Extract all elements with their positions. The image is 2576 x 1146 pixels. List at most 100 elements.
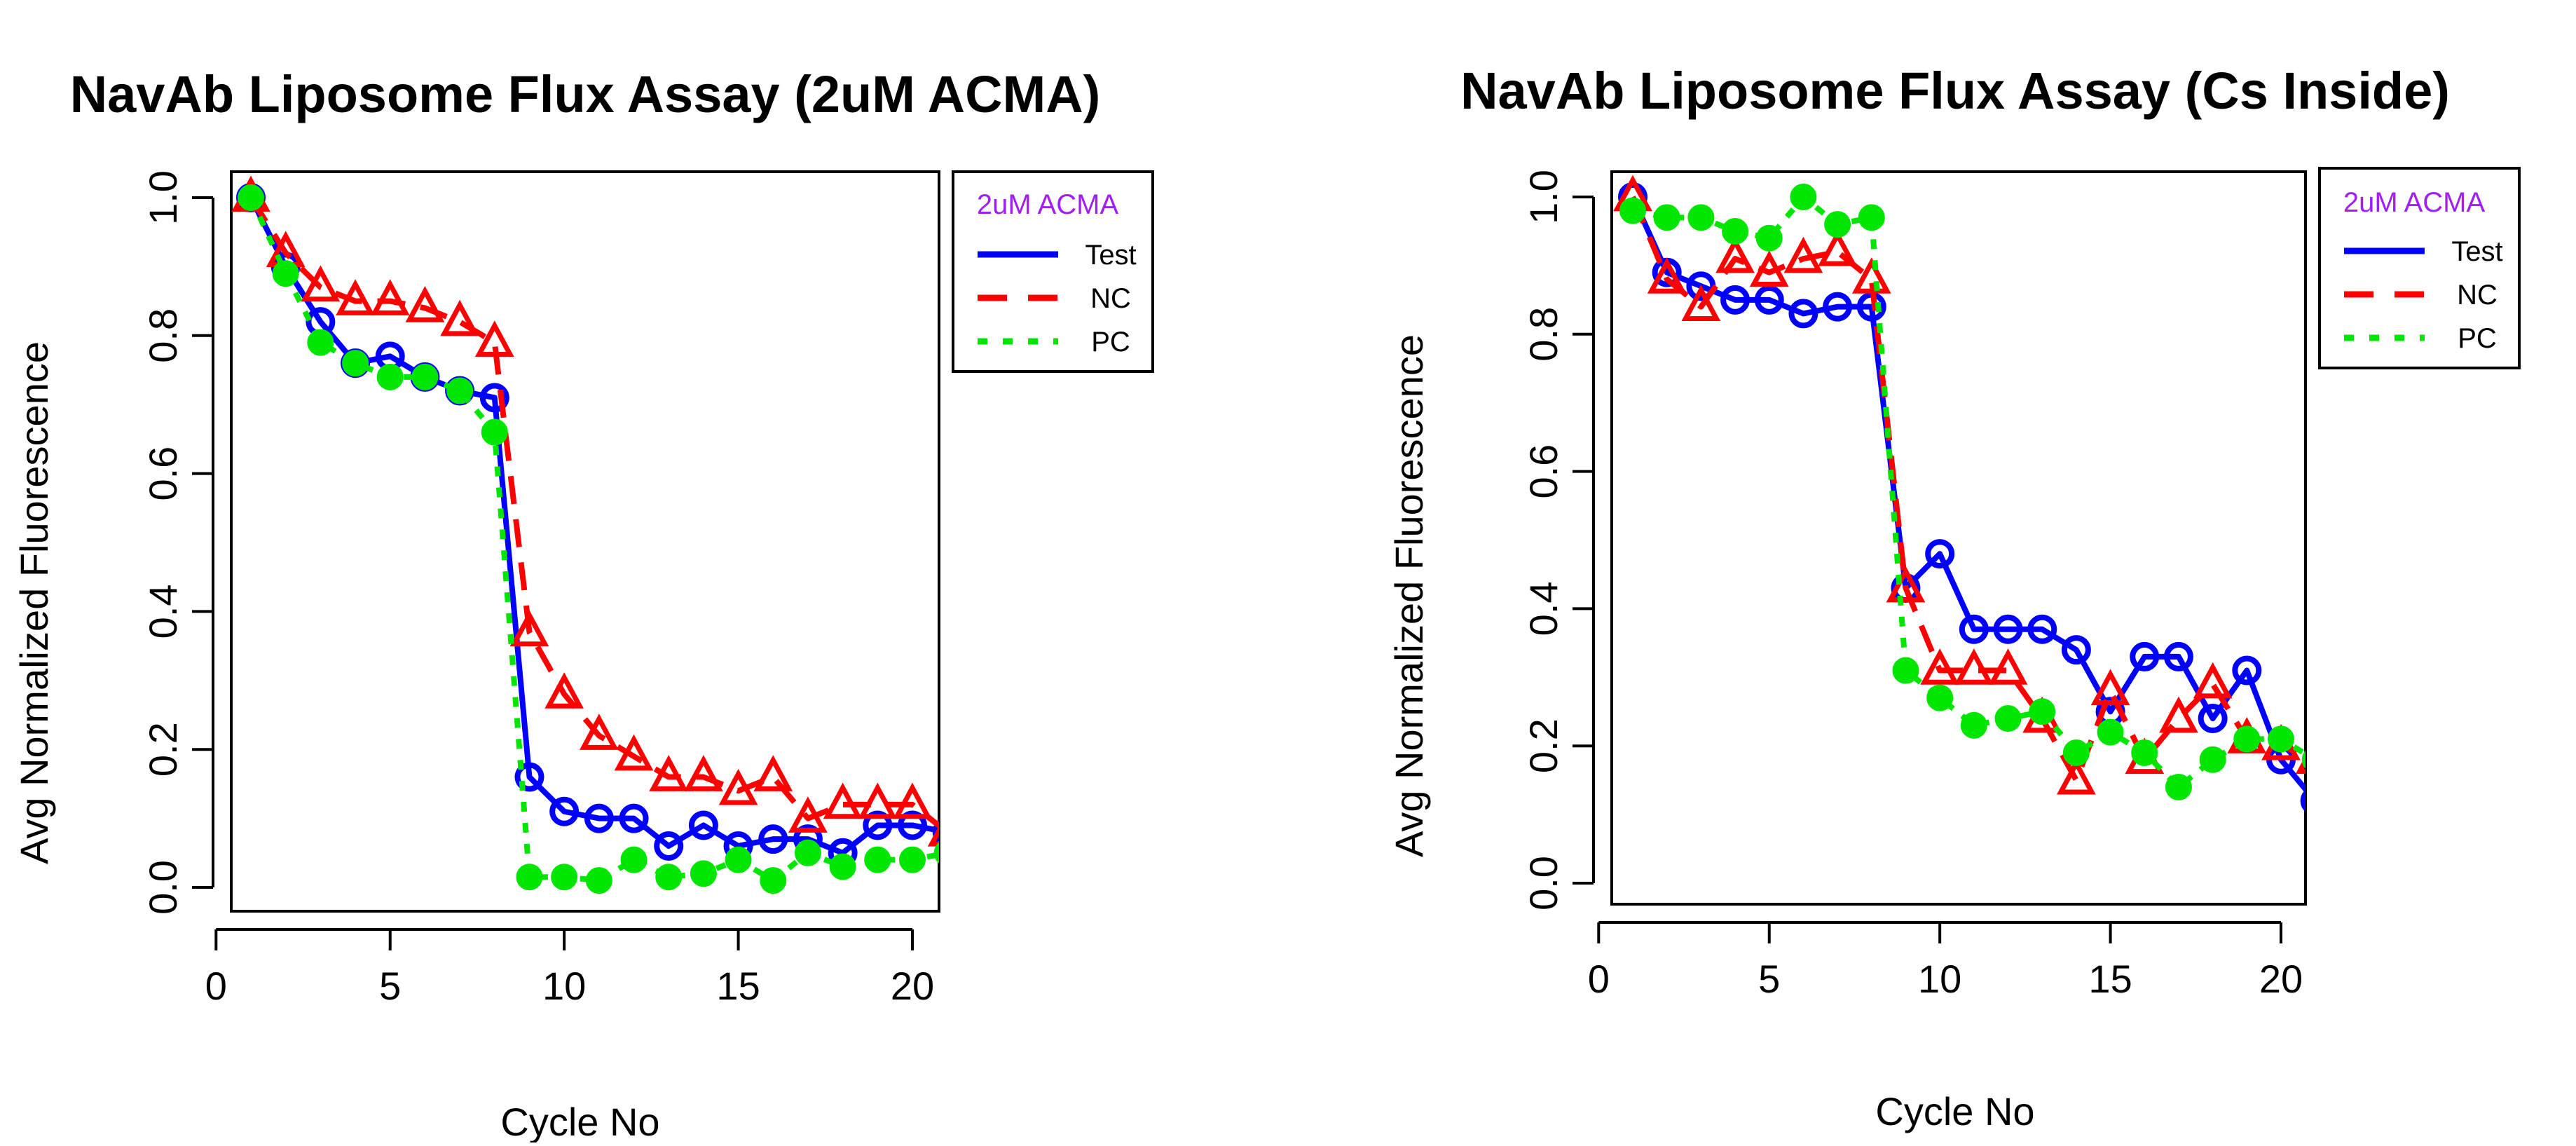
data-point <box>654 831 684 861</box>
x-tick-label: 10 <box>542 964 586 1008</box>
data-point <box>794 839 821 866</box>
data-point <box>863 810 893 840</box>
data-point <box>2090 669 2130 706</box>
x-tick-label: 10 <box>1918 957 1961 1001</box>
data-point <box>1715 236 1755 273</box>
data-point <box>2163 641 2193 671</box>
chart-1-plot-frame <box>230 170 940 913</box>
data-point <box>1824 211 1851 238</box>
data-point <box>620 846 648 873</box>
y-tick-label: 0.4 <box>1521 581 1566 636</box>
data-point <box>1926 684 1954 711</box>
data-point <box>585 867 612 894</box>
data-point <box>823 782 863 819</box>
y-tick-label: 0.0 <box>1521 856 1566 910</box>
data-point <box>2029 698 2056 725</box>
chart-2-plot-frame <box>1610 170 2307 906</box>
data-point <box>688 810 718 840</box>
chart-1-xlabel: Cycle No <box>500 1100 659 1142</box>
series-nc <box>231 175 939 847</box>
data-point <box>1858 204 1885 231</box>
data-point <box>514 762 544 792</box>
series-nc <box>1613 175 2306 795</box>
data-point <box>376 363 404 390</box>
data-point <box>1818 229 1857 266</box>
data-point <box>760 867 787 894</box>
data-point <box>1954 648 1994 685</box>
data-point <box>2057 758 2096 795</box>
data-point <box>2193 662 2233 699</box>
chart-1-y-axis: 0.0 0.2 0.4 0.6 0.8 1.0 <box>141 170 214 915</box>
series-line-test <box>248 196 939 856</box>
data-point <box>544 672 584 709</box>
data-point <box>1619 197 1646 224</box>
data-point <box>1687 204 1715 231</box>
data-point <box>2131 739 2158 766</box>
y-tick-label: 0.0 <box>141 860 185 915</box>
data-point <box>1993 614 2023 644</box>
legend-label-nc: NC <box>1090 283 1131 314</box>
series-pc <box>238 184 939 894</box>
y-tick-label: 0.2 <box>1521 718 1566 773</box>
chart-1-x-axis: 0 5 10 15 20 <box>205 928 934 1008</box>
data-point <box>1790 184 1817 210</box>
data-point <box>342 350 369 377</box>
chart-2-y-axis: 0.0 0.2 0.4 0.6 0.8 1.0 <box>1521 170 1595 910</box>
data-point <box>584 803 614 833</box>
data-point <box>579 714 619 750</box>
legend-label-nc: NC <box>2457 280 2498 311</box>
x-tick-label: 15 <box>716 964 760 1008</box>
data-point <box>758 824 788 854</box>
x-tick-label: 20 <box>891 964 934 1008</box>
data-point <box>481 418 508 446</box>
series-line-nc <box>248 196 939 830</box>
y-tick-label: 0.6 <box>141 446 185 501</box>
y-tick-label: 0.2 <box>141 722 185 777</box>
data-point <box>509 610 549 647</box>
chart-1-legend-items: Test NC PC <box>978 240 1137 357</box>
data-point <box>893 782 932 819</box>
data-point <box>301 265 341 302</box>
data-point <box>2130 641 2160 671</box>
chart-2-x-axis: 0 5 10 15 20 <box>1588 921 2303 1001</box>
data-point <box>690 860 717 887</box>
data-point <box>370 279 410 315</box>
chart-2-ylabel: Avg Normalized Fluorescence <box>1387 334 1431 857</box>
data-point <box>788 796 828 833</box>
data-point <box>1851 257 1891 294</box>
y-tick-label: 1.0 <box>141 170 185 225</box>
legend-label-test: Test <box>2451 236 2502 267</box>
chart-1: NavAb Liposome Flux Assay (2uM ACMA) Cyc… <box>12 65 1154 1144</box>
chart-2-title: NavAb Liposome Flux Assay (Cs Inside) <box>1460 62 2450 120</box>
data-point <box>2300 789 2306 812</box>
data-point <box>1960 711 1987 739</box>
data-point <box>2061 635 2091 665</box>
data-point <box>2198 704 2228 734</box>
data-point <box>405 286 445 322</box>
data-point <box>858 782 898 819</box>
x-tick-label: 5 <box>379 964 401 1008</box>
x-tick-label: 0 <box>205 964 227 1008</box>
data-point <box>1722 217 1749 245</box>
chart-1-legend-title: 2uM ACMA <box>977 189 1119 220</box>
data-point <box>479 383 509 413</box>
data-point <box>446 377 474 404</box>
data-point <box>1788 299 1818 329</box>
data-point <box>614 734 654 771</box>
chart-2-legend-title: 2uM ACMA <box>2343 187 2486 218</box>
data-point <box>649 755 689 791</box>
data-point <box>1886 566 1926 603</box>
data-point <box>1959 614 1989 644</box>
data-point <box>2097 718 2124 746</box>
data-point <box>2062 739 2090 766</box>
series-line-pc <box>1632 194 2306 790</box>
x-tick-label: 5 <box>1758 957 1780 1001</box>
y-tick-label: 0.8 <box>141 308 185 363</box>
data-point <box>718 768 758 805</box>
data-point <box>1988 648 2028 685</box>
data-point <box>1754 285 1784 315</box>
series-line-nc <box>1630 196 2306 784</box>
data-point <box>238 184 264 211</box>
data-point <box>899 846 926 873</box>
